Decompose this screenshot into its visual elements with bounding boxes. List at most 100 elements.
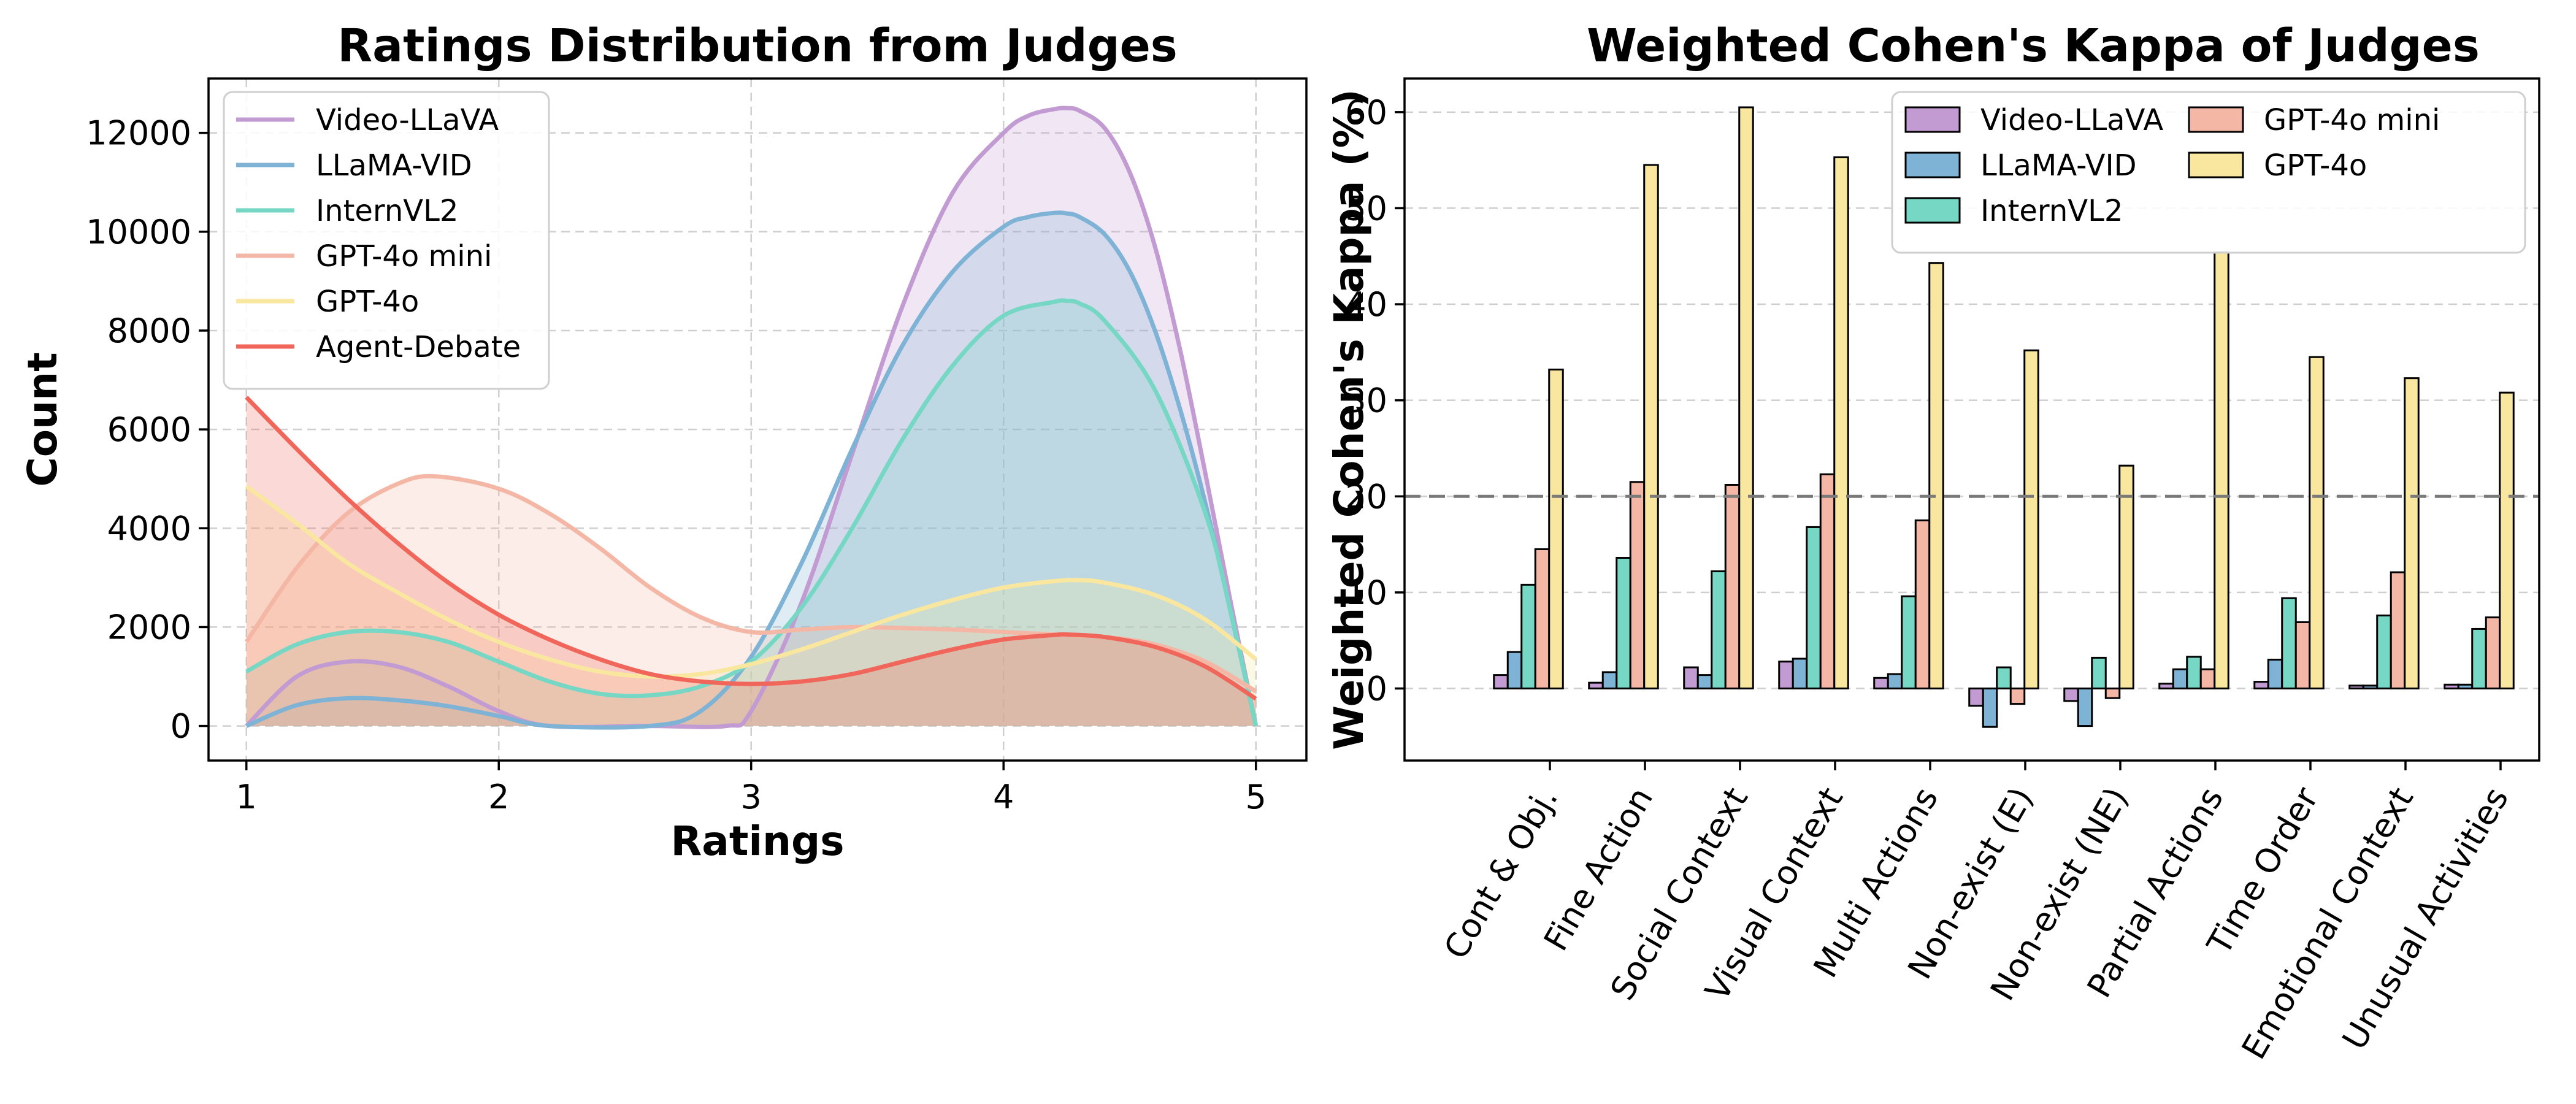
left-y-tick-label: 0 (171, 707, 191, 746)
legend-label-llama-vid: LLaMA-VID (1980, 148, 2137, 183)
bar-llama-vid (1792, 657, 1808, 690)
ratings-distribution-chart: Ratings Distribution from Judges 1 2 3 4 5 0 2… (19, 20, 1308, 865)
legend-label-internvl2: InternVL2 (316, 194, 458, 228)
bar-video-llava (2444, 683, 2459, 690)
right-chart-title: Weighted Cohen's Kappa of Judges (1587, 20, 2480, 72)
line-llama-vid (245, 210, 1259, 730)
bar-gpt-4o-mini (2390, 571, 2406, 690)
bar-internvl2 (1711, 570, 1727, 690)
bar-video-llava (1493, 674, 1509, 690)
bar-gpt-4o (2309, 356, 2325, 690)
legend-swatch-gpt-4o-mini (2188, 106, 2244, 133)
left-legend-box (223, 91, 550, 390)
bar-video-llava (1588, 681, 1604, 690)
bar-llama-vid (2457, 683, 2474, 690)
line-gpt-4o (245, 484, 1257, 679)
legend-swatch-video-llava (1904, 106, 1961, 133)
left-x-tick-label: 5 (1246, 778, 1267, 816)
left-y-tick-label: 6000 (107, 410, 191, 449)
bar-gpt-4o (2214, 251, 2229, 690)
bar-video-llava (1683, 666, 1699, 690)
bar-gpt-4o-mini (2104, 688, 2121, 699)
left-series-lines (244, 105, 1259, 730)
right-y-axis-label: Weighted Cohen's Kappa (%) (1325, 89, 1373, 750)
left-x-tick-label: 2 (488, 778, 509, 816)
right-x-tick-label: Emotional Context (2234, 781, 2421, 1066)
left-plot-frame (207, 77, 1308, 762)
bar-gpt-4o (2118, 464, 2134, 690)
bar-llama-vid (1506, 651, 1523, 690)
right-y-tick-label: 0 (1367, 670, 1387, 708)
left-x-tick-label: 4 (993, 778, 1014, 816)
right-y-tick-label: 40 (1345, 285, 1387, 324)
area-llama-vid (246, 212, 1256, 728)
bar-video-llava (2063, 688, 2079, 702)
legend-label-internvl2: InternVL2 (1980, 194, 2123, 228)
bar-gpt-4o-mini (2485, 616, 2501, 690)
right-y-tick-label: 60 (1345, 93, 1387, 132)
bar-gpt-4o (1643, 164, 1659, 690)
legend-label-gpt-4o: GPT-4o (2264, 148, 2367, 183)
left-x-axis-label: Ratings (670, 818, 844, 865)
bar-internvl2 (2091, 656, 2107, 690)
cohens-kappa-chart: Weighted Cohen's Kappa of Judges 0 10 20 30… (1325, 20, 2540, 1066)
bar-internvl2 (1806, 526, 1822, 690)
bar-internvl2 (2471, 627, 2487, 690)
left-axis-ticks: 1 2 3 4 5 0 2000 4000 6000 8000 10000 12000 (86, 114, 1267, 816)
bar-llama-vid (2077, 688, 2093, 727)
legend-label-video-llava: Video-LLaVA (316, 103, 499, 137)
bar-gpt-4o-mini (2199, 668, 2216, 690)
right-x-tick-label: Unusual Activities (2335, 781, 2517, 1056)
line-internvl2 (245, 298, 1259, 727)
left-y-tick-label: 4000 (107, 509, 191, 548)
right-y-tick-label: 50 (1345, 189, 1387, 228)
bar-gpt-4o-mini (2294, 621, 2311, 690)
bar-llama-vid (2172, 668, 2188, 690)
legend-label-video-llava: Video-LLaVA (1980, 103, 2163, 137)
bar-video-llava (1873, 677, 1889, 690)
bar-internvl2 (1520, 583, 1536, 690)
bar-llama-vid (2267, 659, 2283, 690)
left-y-tick-label: 12000 (86, 114, 191, 153)
legend-swatch-gpt-4o (2188, 151, 2244, 178)
bar-llama-vid (1601, 671, 1618, 690)
bar-internvl2 (1996, 666, 2012, 690)
area-gpt-4o (246, 486, 1256, 726)
bar-gpt-4o (1738, 106, 1754, 690)
bar-gpt-4o (1833, 156, 1849, 690)
left-y-tick-label: 8000 (107, 312, 191, 350)
left-x-tick-label: 1 (236, 778, 257, 816)
bar-gpt-4o-mini (2009, 688, 2026, 705)
bar-llama-vid (1982, 688, 1998, 728)
legend-label-gpt-4o-mini: GPT-4o mini (316, 239, 492, 274)
right-plot-frame (1403, 77, 2540, 762)
line-video-llava (245, 105, 1259, 729)
bar-internvl2 (2281, 597, 2297, 690)
left-x-tick-label: 3 (741, 778, 762, 816)
bar-gpt-4o (2499, 391, 2515, 690)
bar-internvl2 (1616, 557, 1631, 690)
bar-gpt-4o-mini (1819, 473, 1836, 690)
legend-swatch-internvl2 (1904, 197, 1961, 224)
bar-gpt-4o-mini (1724, 484, 1741, 690)
legend-swatch-llama-vid (1904, 151, 1961, 178)
legend-label-agent-debate: Agent-Debate (316, 330, 521, 364)
bar-llama-vid (1887, 673, 1903, 690)
left-chart-title: Ratings Distribution from Judges (337, 20, 1178, 72)
bar-video-llava (1778, 661, 1794, 690)
left-y-tick-label: 10000 (86, 213, 191, 251)
bar-video-llava (1968, 688, 1984, 707)
line-agent-debate (245, 396, 1257, 701)
bar-gpt-4o (2023, 349, 2039, 690)
bar-internvl2 (2376, 615, 2392, 690)
right-legend: Video-LLaVA LLaMA-VID InternVL2 GPT-4o mini… (1891, 91, 2526, 254)
bar-gpt-4o-mini (1629, 481, 1646, 690)
bar-gpt-4o (1548, 369, 1564, 690)
legend-label-llama-vid: LLaMA-VID (316, 148, 472, 183)
bar-llama-vid (1696, 674, 1713, 690)
bar-gpt-4o (1928, 262, 1944, 690)
area-internvl2 (246, 300, 1256, 726)
bar-internvl2 (2186, 656, 2202, 690)
legend-label-gpt-4o-mini: GPT-4o mini (2264, 103, 2440, 137)
